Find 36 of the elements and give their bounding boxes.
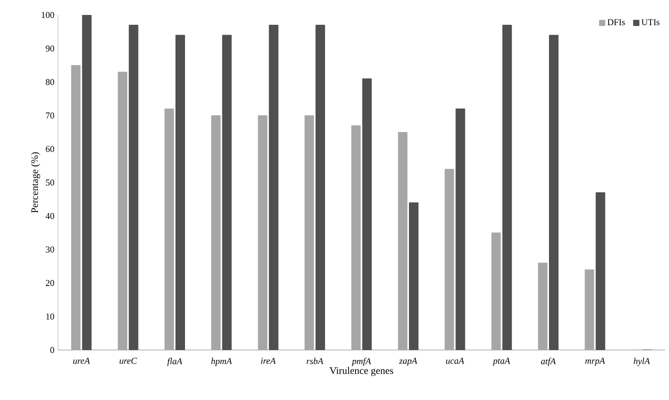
x-tick-label: ptaA <box>492 358 510 366</box>
y-tick-label: 20 <box>46 280 54 286</box>
x-tick-label: atfA <box>541 358 556 366</box>
legend-label: DFIs <box>607 19 625 26</box>
y-tick-label: 50 <box>46 179 54 186</box>
x-tick-label: ireA <box>261 358 276 364</box>
x-tick-label: ucaA <box>446 358 464 364</box>
y-tick-label: 80 <box>46 78 54 86</box>
bar <box>456 108 466 350</box>
bar <box>268 24 278 350</box>
y-tick-label: 70 <box>46 112 54 119</box>
bar <box>549 34 558 350</box>
y-tick-label: 100 <box>42 12 54 18</box>
y-tick-label: 30 <box>46 246 54 253</box>
y-tick-label: 0 <box>50 346 54 354</box>
y-tick-label: 90 <box>46 45 54 52</box>
y-tick-label: 10 <box>46 313 54 320</box>
bar <box>176 34 185 350</box>
x-tick-label: ureA <box>73 358 90 364</box>
x-tick-label: pmfA <box>351 358 372 366</box>
y-tick-label: 40 <box>46 212 54 220</box>
bar <box>316 24 326 350</box>
x-tick-label: hylA <box>634 358 650 366</box>
bar <box>408 202 418 350</box>
x-tick-label: mrpA <box>585 358 605 366</box>
x-axis-title: Virulence genes <box>330 366 394 376</box>
y-axis-title: Percentage (%) <box>31 152 40 213</box>
bar <box>502 24 512 350</box>
x-tick-label: hpmA <box>211 358 232 366</box>
y-tick-label: 60 <box>46 146 54 152</box>
x-tick-label: flaA <box>167 358 182 366</box>
bar <box>82 15 92 350</box>
legend-label: UTIs <box>641 19 660 26</box>
x-tick-label: ureC <box>120 358 137 364</box>
x-tick-label: zapA <box>399 358 418 366</box>
x-tick-label: rsbA <box>306 358 324 364</box>
